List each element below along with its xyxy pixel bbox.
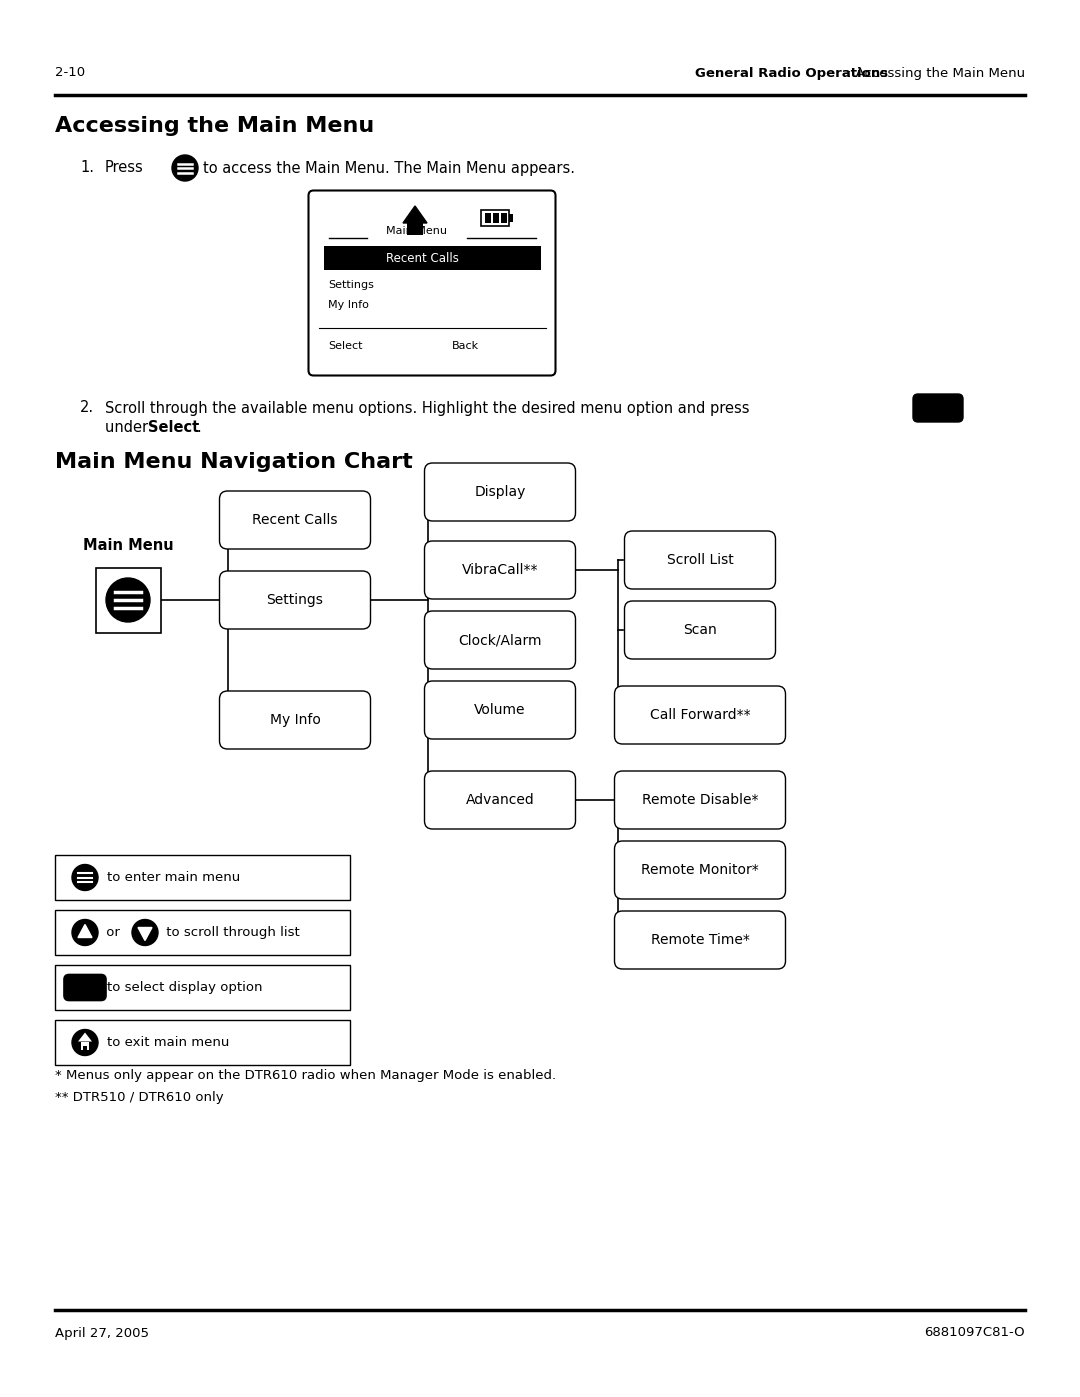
Bar bbox=[481, 210, 509, 226]
FancyBboxPatch shape bbox=[615, 841, 785, 900]
Text: VibraCall**: VibraCall** bbox=[462, 563, 538, 577]
Circle shape bbox=[72, 919, 98, 946]
Bar bbox=[55, 1020, 350, 1065]
FancyBboxPatch shape bbox=[219, 692, 370, 749]
Text: Select: Select bbox=[148, 420, 199, 436]
Text: Advanced: Advanced bbox=[465, 793, 535, 807]
FancyBboxPatch shape bbox=[309, 190, 555, 376]
Text: Press: Press bbox=[105, 161, 144, 176]
Text: to access the Main Menu. The Main Menu appears.: to access the Main Menu. The Main Menu a… bbox=[203, 161, 575, 176]
Bar bbox=[501, 212, 507, 224]
Text: or: or bbox=[102, 926, 124, 939]
Bar bbox=[55, 909, 350, 956]
Circle shape bbox=[172, 155, 198, 182]
Text: Settings: Settings bbox=[267, 592, 323, 608]
Bar bbox=[485, 212, 491, 224]
Text: Main Menu Navigation Chart: Main Menu Navigation Chart bbox=[55, 453, 413, 472]
Text: ** DTR510 / DTR610 only: ** DTR510 / DTR610 only bbox=[55, 1091, 224, 1105]
Bar bbox=[95, 567, 161, 633]
Text: 1.: 1. bbox=[80, 161, 94, 176]
FancyBboxPatch shape bbox=[624, 531, 775, 590]
Text: : Accessing the Main Menu: : Accessing the Main Menu bbox=[847, 67, 1025, 80]
Text: Select: Select bbox=[328, 341, 363, 351]
Text: Back: Back bbox=[453, 341, 480, 351]
Text: Clock/Alarm: Clock/Alarm bbox=[458, 633, 542, 647]
Text: to enter main menu: to enter main menu bbox=[107, 870, 240, 884]
Text: 6881097C81-O: 6881097C81-O bbox=[924, 1327, 1025, 1340]
Text: Scan: Scan bbox=[684, 623, 717, 637]
Bar bbox=[509, 214, 513, 222]
FancyBboxPatch shape bbox=[913, 394, 963, 422]
Text: to exit main menu: to exit main menu bbox=[107, 1037, 229, 1049]
FancyBboxPatch shape bbox=[424, 541, 576, 599]
Text: Volume: Volume bbox=[474, 703, 526, 717]
Polygon shape bbox=[403, 205, 427, 224]
FancyBboxPatch shape bbox=[615, 686, 785, 745]
Text: under: under bbox=[105, 420, 152, 436]
FancyBboxPatch shape bbox=[424, 680, 576, 739]
Bar bbox=[324, 246, 540, 270]
FancyBboxPatch shape bbox=[615, 771, 785, 828]
Text: Remote Disable*: Remote Disable* bbox=[642, 793, 758, 807]
Text: to scroll through list: to scroll through list bbox=[162, 926, 300, 939]
Bar bbox=[81, 1042, 89, 1049]
Text: Recent Calls: Recent Calls bbox=[386, 251, 458, 264]
Text: Scroll List: Scroll List bbox=[666, 553, 733, 567]
Text: to select display option: to select display option bbox=[107, 981, 262, 995]
Polygon shape bbox=[78, 1032, 92, 1042]
Text: * Menus only appear on the DTR610 radio when Manager Mode is enabled.: * Menus only appear on the DTR610 radio … bbox=[55, 1069, 556, 1081]
Text: Settings: Settings bbox=[328, 279, 375, 291]
Text: My Info: My Info bbox=[328, 300, 369, 310]
Bar bbox=[492, 212, 499, 224]
Circle shape bbox=[106, 578, 150, 622]
FancyBboxPatch shape bbox=[219, 490, 370, 549]
FancyBboxPatch shape bbox=[615, 911, 785, 970]
FancyBboxPatch shape bbox=[424, 771, 576, 828]
Text: Remote Time*: Remote Time* bbox=[650, 933, 750, 947]
FancyBboxPatch shape bbox=[219, 571, 370, 629]
Text: Scroll through the available menu options. Highlight the desired menu option and: Scroll through the available menu option… bbox=[105, 401, 750, 415]
Text: Main Menu: Main Menu bbox=[387, 226, 447, 236]
Text: General Radio Operations: General Radio Operations bbox=[696, 67, 888, 80]
Bar bbox=[55, 855, 350, 900]
Text: 2.: 2. bbox=[80, 401, 94, 415]
Text: 2-10: 2-10 bbox=[55, 67, 85, 80]
Text: Remote Monitor*: Remote Monitor* bbox=[642, 863, 759, 877]
Polygon shape bbox=[78, 925, 92, 937]
FancyBboxPatch shape bbox=[424, 610, 576, 669]
Text: My Info: My Info bbox=[270, 712, 321, 726]
Text: Accessing the Main Menu: Accessing the Main Menu bbox=[55, 116, 375, 136]
Bar bbox=[83, 1045, 87, 1049]
Circle shape bbox=[72, 1030, 98, 1056]
Text: Recent Calls: Recent Calls bbox=[253, 513, 338, 527]
FancyBboxPatch shape bbox=[624, 601, 775, 659]
FancyBboxPatch shape bbox=[64, 975, 106, 1000]
Text: April 27, 2005: April 27, 2005 bbox=[55, 1327, 149, 1340]
Bar bbox=[407, 224, 423, 235]
Circle shape bbox=[132, 919, 158, 946]
Text: Call Forward**: Call Forward** bbox=[650, 708, 751, 722]
Bar bbox=[55, 965, 350, 1010]
Circle shape bbox=[72, 865, 98, 890]
Text: Display: Display bbox=[474, 485, 526, 499]
FancyBboxPatch shape bbox=[424, 462, 576, 521]
Text: .: . bbox=[195, 420, 201, 436]
Polygon shape bbox=[138, 928, 152, 940]
Text: Main Menu: Main Menu bbox=[83, 538, 173, 552]
